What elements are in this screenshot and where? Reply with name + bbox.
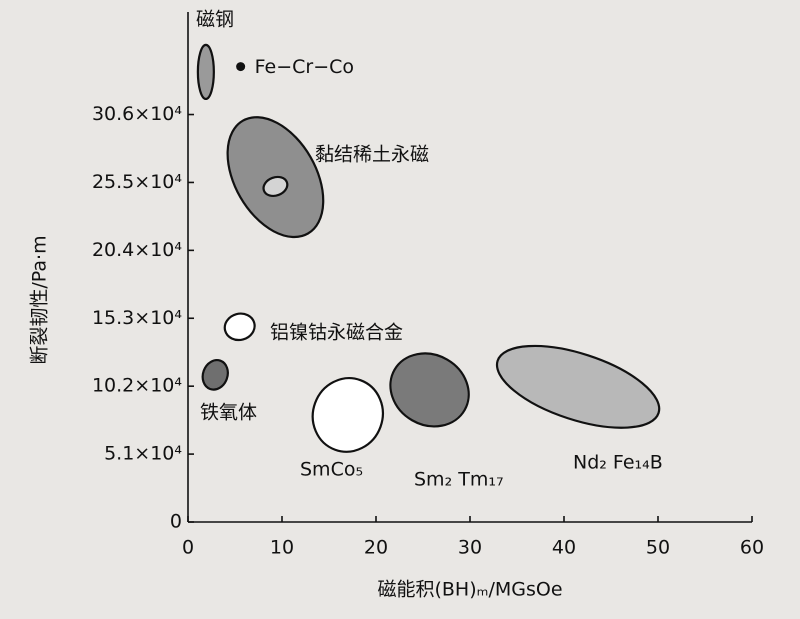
y-tick-label: 30.6×10⁴ [92,103,182,125]
region [201,359,229,391]
x-tick-label: 0 [182,537,194,559]
region-label: 铝镍钴永磁合金 [270,322,403,344]
point-label: Fe−Cr−Co [255,56,354,78]
x-tick-label: 20 [364,537,388,559]
region [311,377,384,453]
x-tick-label: 40 [552,537,576,559]
region [223,312,256,342]
region [196,43,215,101]
region-label: Nd₂ Fe₁₄B [573,452,663,474]
point [236,62,246,72]
x-tick-label: 50 [646,537,670,559]
y-tick-label: 10.2×10⁴ [92,375,182,397]
y-tick-label: 5.1×10⁴ [104,443,182,465]
y-tick-label: 0 [170,511,182,533]
region-label: 铁氧体 [200,402,257,424]
region-label: 黏结稀土永磁 [315,144,429,166]
y-tick-label: 15.3×10⁴ [92,307,182,329]
x-tick-label: 10 [270,537,294,559]
region [495,344,661,429]
region-label: Sm₂ Tm₁₇ [414,469,504,491]
region-label: SmCo₅ [300,459,363,481]
y-tick-label: 20.4×10⁴ [92,239,182,261]
inner-region [262,175,289,198]
y-axis-label: 断裂韧性/Pa·m [29,235,51,364]
y-tick-label: 25.5×10⁴ [92,171,182,193]
region [389,352,470,428]
x-tick-label: 60 [740,537,764,559]
x-tick-label: 30 [458,537,482,559]
x-axis-label: 磁能积(BH)ₘ/MGsOe [377,579,562,601]
region-label: 磁钢 [196,9,234,31]
